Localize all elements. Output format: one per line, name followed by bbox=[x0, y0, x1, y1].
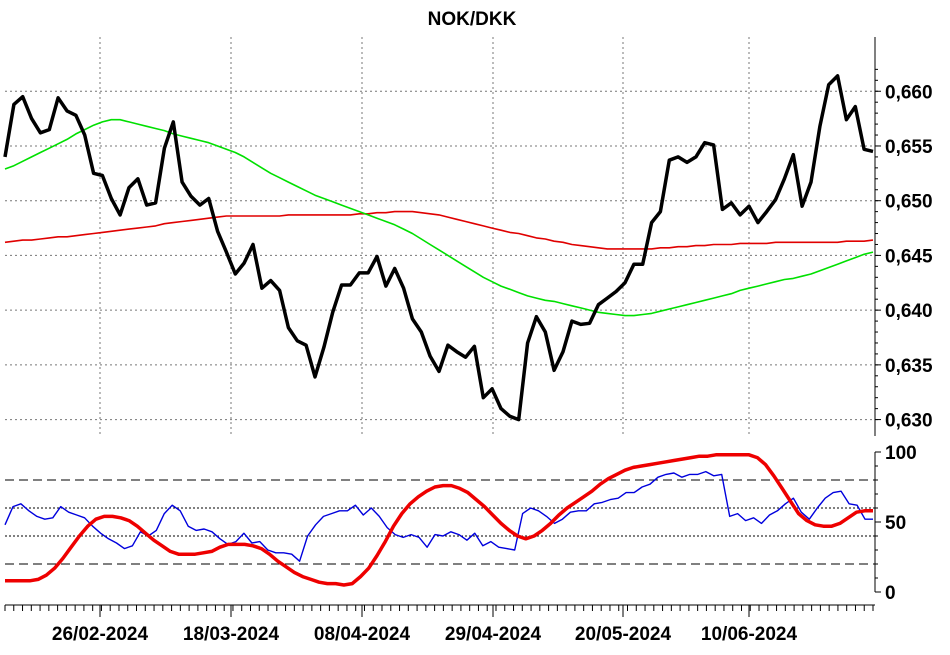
main-y-tick-label: 0,640 bbox=[885, 301, 933, 322]
osc-y-tick-label: 100 bbox=[885, 443, 917, 464]
price-line bbox=[3, 74, 874, 422]
x-axis-tick-label: 26/02-2024 bbox=[52, 624, 149, 645]
oscillator-red-line bbox=[5, 453, 873, 587]
main-y-tick-label: 0,660 bbox=[885, 82, 933, 103]
main-y-axis: 0,660 0,655 0,650 0,645 0,640 0,635 0,630 bbox=[875, 68, 933, 432]
main-y-tick-label: 0,645 bbox=[885, 246, 933, 267]
oscillator-y-axis: 100 50 0 bbox=[875, 443, 917, 604]
osc-y-tick-label: 50 bbox=[885, 513, 906, 534]
main-y-tick-label: 0,655 bbox=[885, 137, 933, 158]
x-axis-tick-label: 08/04-2024 bbox=[314, 624, 411, 645]
oscillator-series bbox=[4, 453, 873, 587]
moving-average-red-line bbox=[4, 210, 874, 250]
main-series bbox=[3, 74, 874, 422]
x-axis-tick-label: 18/03-2024 bbox=[183, 624, 280, 645]
main-y-tick-label: 0,635 bbox=[885, 356, 933, 377]
x-axis-tick-label: 29/04-2024 bbox=[445, 624, 542, 645]
x-axis-tick-label: 10/06-2024 bbox=[701, 624, 798, 645]
main-y-tick-label: 0,650 bbox=[885, 192, 933, 213]
x-axis: 26/02-2024 18/03-2024 08/04-2024 29/04-2024… bbox=[4, 604, 875, 645]
moving-average-green-line bbox=[4, 118, 874, 317]
chart-title: NOK/DKK bbox=[428, 9, 517, 30]
oscillator-grid bbox=[5, 452, 876, 592]
x-axis-tick-label: 20/05-2024 bbox=[575, 624, 672, 645]
osc-y-tick-label: 0 bbox=[885, 583, 896, 604]
main-grid bbox=[5, 37, 876, 436]
main-y-tick-label: 0,630 bbox=[885, 411, 933, 432]
